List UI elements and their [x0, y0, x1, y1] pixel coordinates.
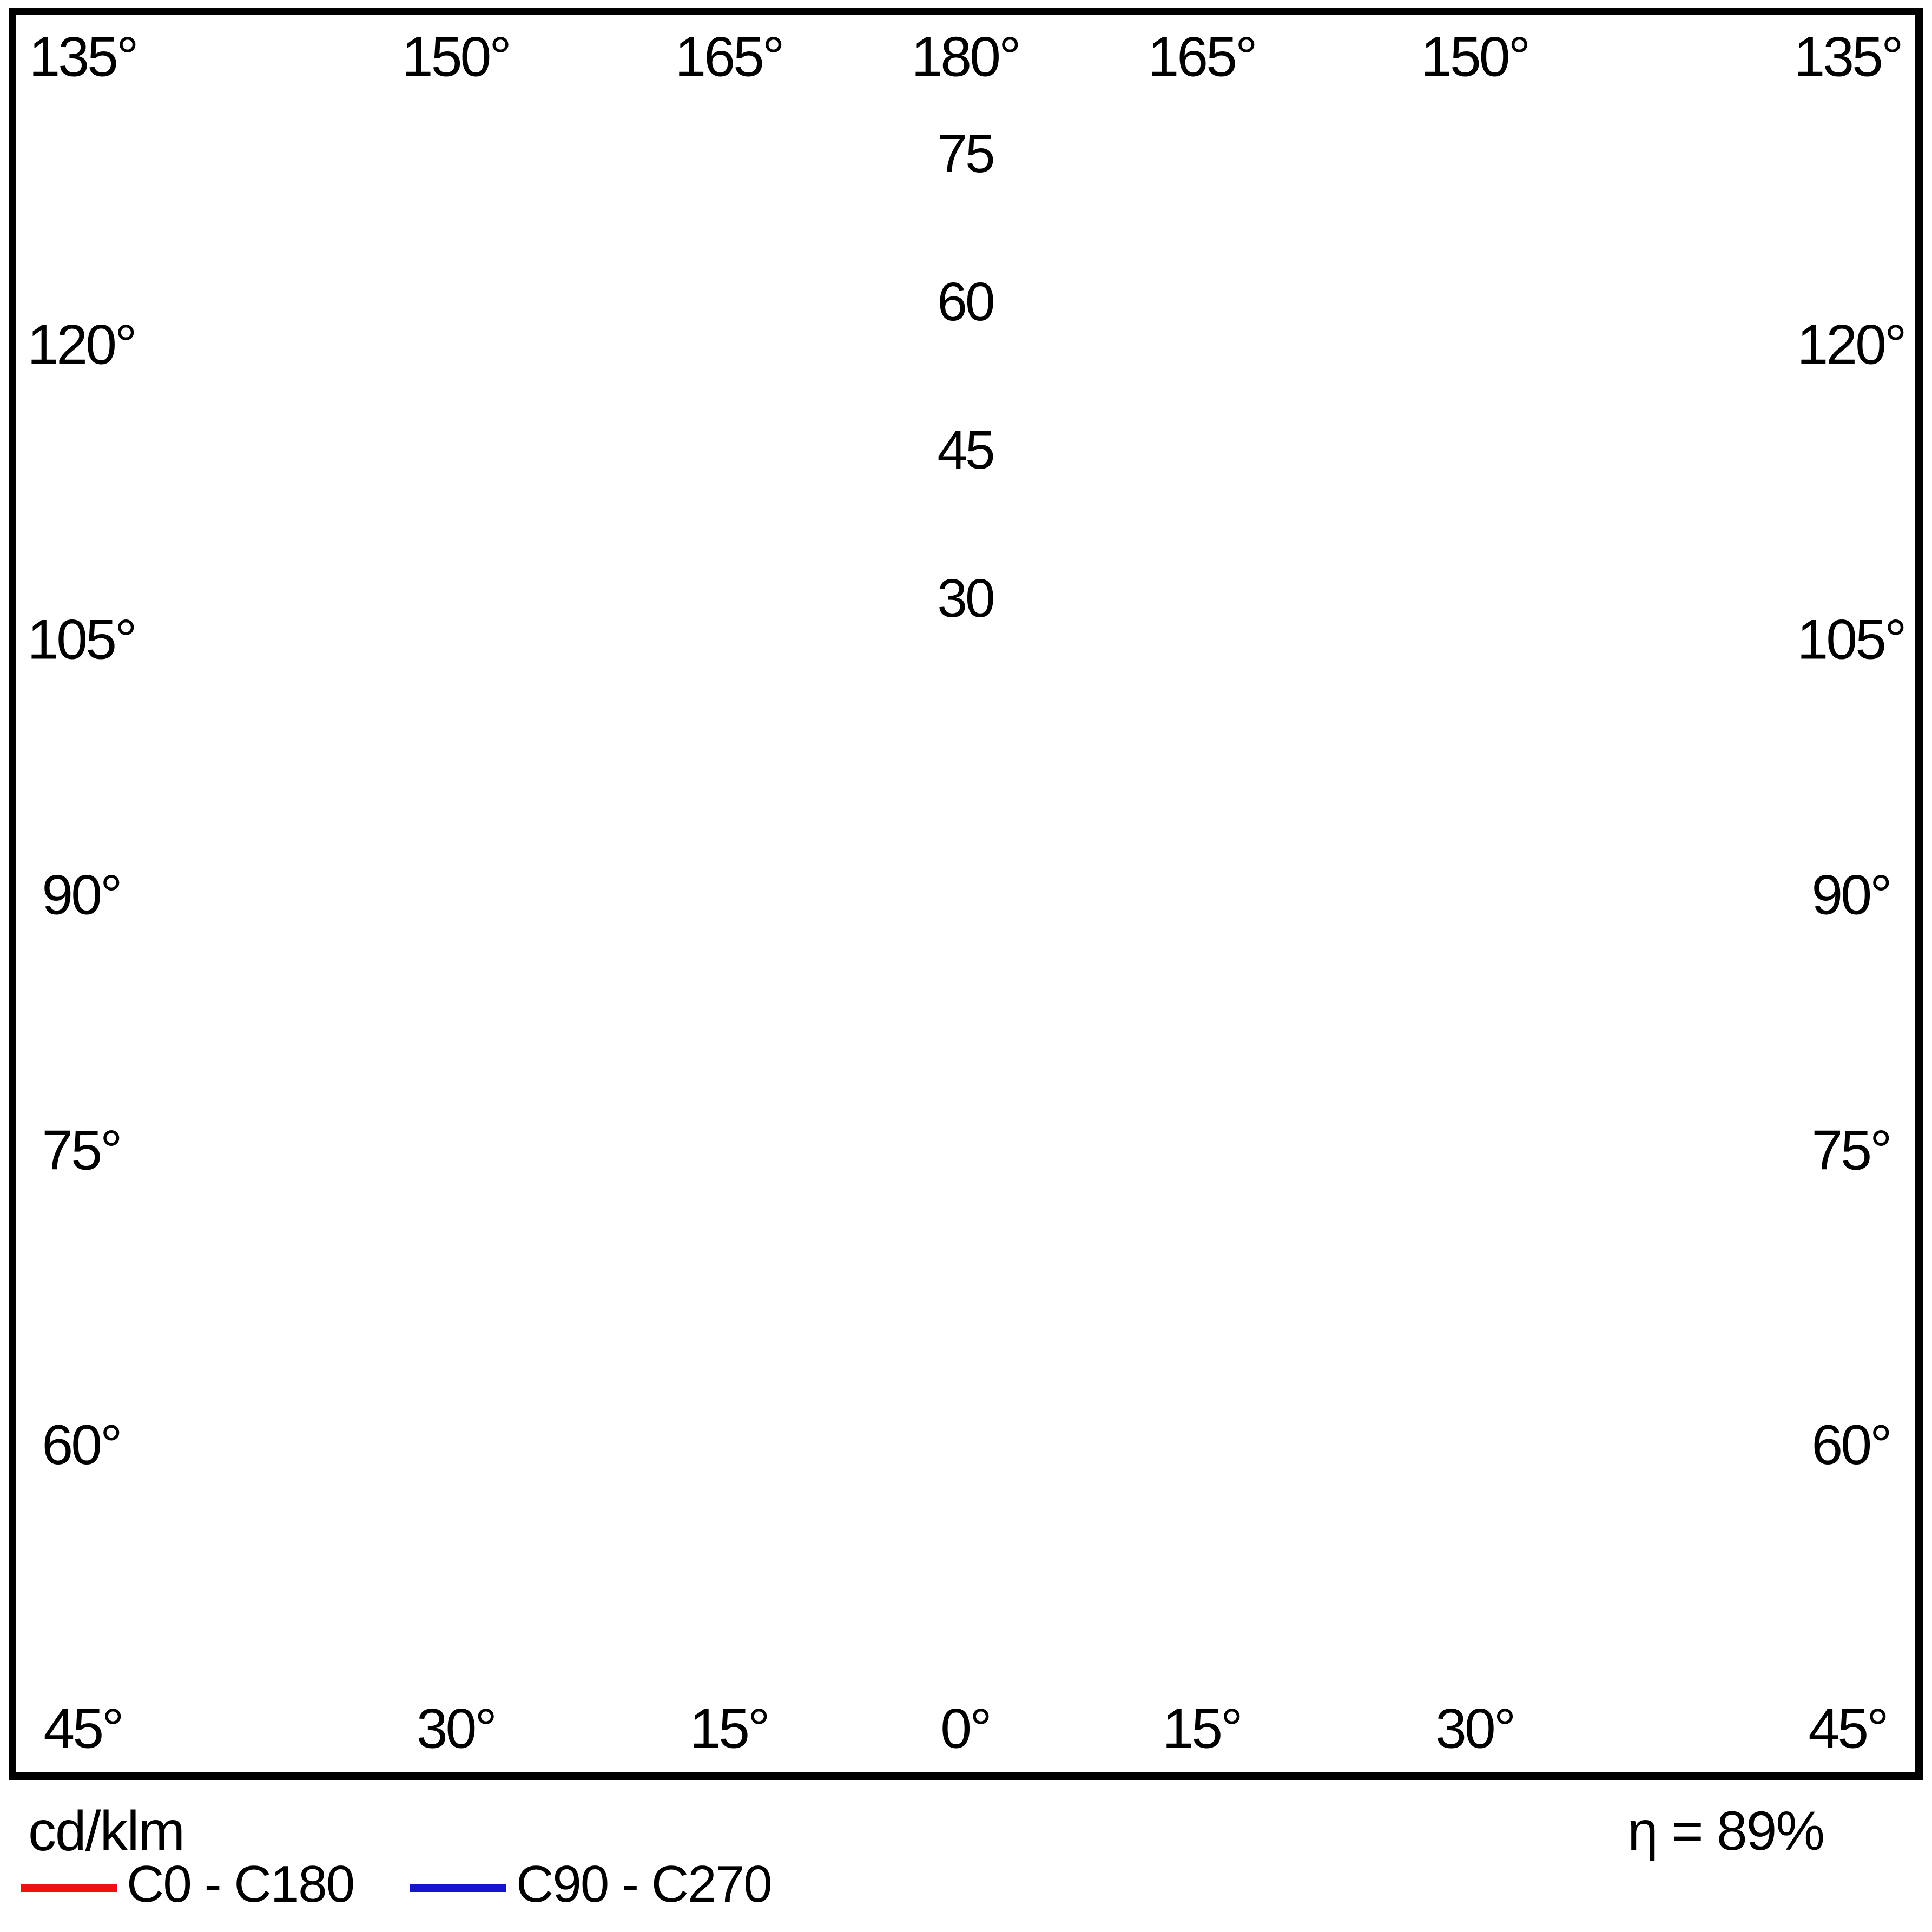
axis-label: 45° — [1808, 1697, 1887, 1760]
efficiency-label: η = 89% — [1627, 1800, 1825, 1862]
axis-label: 180° — [911, 25, 1019, 88]
legend-label-c0-c180: C0 - C180 — [127, 1855, 355, 1913]
axis-label: 150° — [1421, 25, 1528, 88]
axis-label: 135° — [1793, 25, 1901, 88]
unit-label: cd/klm — [28, 1800, 185, 1863]
c0-c180-line-swatch — [21, 1884, 117, 1892]
axis-label: 75 — [937, 123, 993, 184]
legend-label-c90-c270: C90 - C270 — [516, 1855, 773, 1913]
axis-label: 105° — [1797, 609, 1904, 671]
axis-label: 120° — [1797, 314, 1904, 377]
axis-label: 30° — [1435, 1697, 1514, 1760]
axis-label: 0° — [940, 1697, 990, 1760]
axis-label: 90° — [42, 863, 120, 926]
axis-label: 60° — [42, 1414, 120, 1476]
axis-label: 120° — [27, 314, 135, 377]
axis-label: 165° — [675, 25, 782, 88]
axis-label: 15° — [689, 1697, 768, 1760]
c90-c270-line-swatch — [410, 1884, 506, 1892]
chart-frame — [9, 8, 1923, 1780]
axis-label: 135° — [29, 25, 136, 88]
axis-label: 15° — [1162, 1697, 1241, 1760]
axis-label: 30° — [417, 1697, 495, 1760]
axis-label: 90° — [1811, 863, 1890, 926]
axis-label: 45 — [937, 420, 993, 480]
axis-label: 165° — [1148, 25, 1255, 88]
axis-label: 105° — [27, 609, 135, 671]
axis-label: 60° — [1811, 1414, 1890, 1476]
axis-label: 150° — [402, 25, 510, 88]
axis-label: 60 — [937, 272, 993, 332]
axis-label: 45° — [43, 1697, 122, 1760]
axis-label: 75° — [1811, 1119, 1890, 1182]
axis-label: 75° — [42, 1119, 120, 1182]
axis-label: 30 — [937, 568, 993, 629]
